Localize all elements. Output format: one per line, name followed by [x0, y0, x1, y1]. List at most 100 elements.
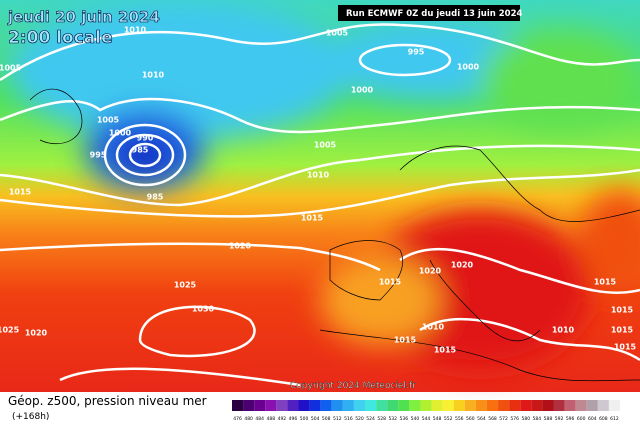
isobar-label: 1025 — [0, 326, 20, 335]
scale-swatch — [287, 400, 299, 411]
scale-swatch — [365, 400, 377, 411]
isobar-label: 1010 — [124, 26, 147, 35]
scale-swatch — [442, 400, 454, 411]
scale-label: 532 — [388, 416, 397, 422]
scale-label: 612 — [610, 416, 619, 422]
isobar-label: 1015 — [434, 346, 457, 355]
scale-label: 540 — [411, 416, 420, 422]
isobar-label: 995 — [408, 48, 425, 57]
isobar-label: 1030 — [192, 305, 215, 314]
scale-label: 568 — [488, 416, 497, 422]
scale-swatch — [353, 400, 366, 411]
scale-swatch — [475, 400, 487, 411]
scale-swatch — [575, 400, 587, 411]
isobar-label: 1000 — [109, 129, 132, 138]
isobar-label: 1020 — [419, 267, 442, 276]
scale-label: 480 — [244, 416, 253, 422]
isobar-label: 1020 — [451, 261, 474, 270]
scale-swatch — [608, 400, 620, 411]
isobar-lines — [0, 23, 640, 387]
scale-swatch — [232, 400, 244, 411]
scale-swatch — [276, 400, 288, 411]
scale-swatch — [464, 400, 476, 411]
scale-swatch — [320, 400, 332, 411]
scale-swatch — [409, 400, 421, 411]
scale-label: 536 — [400, 416, 409, 422]
scale-label: 512 — [333, 416, 342, 422]
scale-label: 564 — [477, 416, 486, 422]
isobar-label: 985 — [132, 146, 149, 155]
isobar-label: 1005 — [97, 116, 120, 125]
scale-swatch — [542, 400, 554, 411]
isobar-label: 985 — [147, 193, 164, 202]
coastlines — [29, 88, 640, 382]
scale-label: 600 — [577, 416, 586, 422]
scale-swatch — [398, 400, 410, 411]
scale-swatch — [520, 400, 532, 411]
scale-label: 560 — [466, 416, 475, 422]
scale-swatch — [509, 400, 521, 411]
isobar-label: 1015 — [379, 278, 402, 287]
scale-label: 492 — [278, 416, 287, 422]
isobar-label: 1025 — [174, 281, 197, 290]
isobar-label: 1010 — [552, 326, 575, 335]
scale-swatch — [387, 400, 399, 411]
isobar-label: 1010 — [307, 171, 330, 180]
isobar-label: 1020 — [229, 242, 252, 251]
scale-label: 476 — [233, 416, 242, 422]
scale-label: 528 — [377, 416, 386, 422]
isobar-label: 1000 — [351, 86, 374, 95]
scale-label: 608 — [599, 416, 608, 422]
footer-title: Géop. z500, pression niveau mer — [8, 394, 207, 408]
run-box — [338, 5, 520, 21]
scale-swatch — [309, 400, 321, 411]
scale-label: 592 — [555, 416, 564, 422]
scale-swatch — [298, 400, 310, 411]
scale-label: 508 — [322, 416, 331, 422]
isobar-label: 1015 — [614, 343, 637, 352]
scale-swatch — [553, 400, 565, 411]
scale-label: 484 — [255, 416, 264, 422]
scale-label: 520 — [355, 416, 364, 422]
scale-swatch — [254, 400, 266, 411]
color-scale: 476 480 484 488 492 496 500 504 508 512 516 520 524 5… — [232, 400, 620, 422]
scale-swatch — [243, 400, 255, 411]
scale-swatch — [498, 400, 510, 411]
scale-label: 544 — [422, 416, 431, 422]
isobar-label: 990 — [137, 134, 154, 143]
scale-swatch — [331, 400, 343, 411]
isobar-label: 1015 — [394, 336, 417, 345]
scale-label: 496 — [289, 416, 298, 422]
isobar-label: 1005 — [326, 29, 349, 38]
run-info: Run ECMWF 0Z du jeudi 13 juin 2024 — [346, 9, 522, 19]
copyright: Copyright 2024 Meteociel.fr — [290, 381, 416, 391]
isobar-label: 1010 — [142, 71, 165, 80]
lead-time: (+168h) — [12, 412, 49, 422]
scale-label: 500 — [300, 416, 309, 422]
isobar-labels: 1010 1005 1010 1005 995 1000 1000 1005 1000 990 98… — [0, 26, 637, 355]
scale-swatch — [376, 400, 388, 411]
isobar-label: 995 — [90, 151, 107, 160]
scale-label: 488 — [267, 416, 276, 422]
scale-label: 524 — [366, 416, 375, 422]
scale-label: 588 — [544, 416, 553, 422]
scale-swatch — [531, 400, 543, 411]
scale-label: 596 — [566, 416, 575, 422]
scale-swatch — [597, 400, 609, 411]
isobar-label: 1015 — [594, 278, 617, 287]
isobar-label: 1005 — [0, 64, 22, 73]
isobar-label: 1020 — [25, 329, 48, 338]
scale-label: 584 — [533, 416, 542, 422]
scale-label: 548 — [433, 416, 442, 422]
isobar-label: 1005 — [314, 141, 337, 150]
valid-date: jeudi 20 juin 2024 — [7, 8, 160, 26]
isobar-label: 1015 — [9, 188, 32, 197]
scale-label: 556 — [455, 416, 464, 422]
scale-swatch — [342, 400, 354, 411]
isobar-label: 1015 — [611, 306, 634, 315]
scale-label: 504 — [311, 416, 320, 422]
isobar-label: 1015 — [301, 214, 324, 223]
scale-swatch — [453, 400, 465, 411]
scale-label: 572 — [499, 416, 508, 422]
